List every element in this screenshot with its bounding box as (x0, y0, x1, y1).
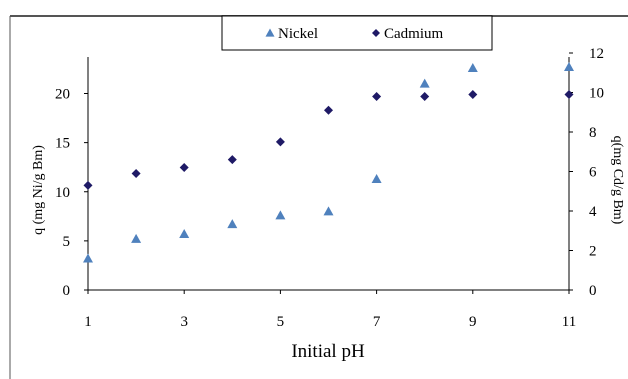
x-tick-label: 7 (373, 314, 381, 330)
cadmium-point (131, 168, 141, 178)
plot-area: 1 3 5 7 9 11 0 5 10 15 20 0 2 4 6 8 10 12 (55, 46, 604, 330)
data-marks (83, 61, 574, 263)
cadmium-point (83, 180, 93, 190)
x-tick-label: 5 (277, 314, 285, 330)
y2-tick-label: 4 (589, 204, 597, 220)
nickel-point (467, 62, 478, 72)
nickel-point (323, 206, 334, 216)
cadmium-point (564, 89, 574, 99)
series-nickel (83, 61, 574, 263)
legend: Nickel Cadmium (221, 15, 493, 51)
y-tick-label: 10 (55, 185, 70, 201)
nickel-point (564, 61, 574, 71)
cadmium-point (420, 91, 430, 101)
y-tick-label: 20 (55, 87, 70, 103)
x-axis-label: Initial pH (291, 341, 365, 362)
y-tick-label: 15 (55, 136, 70, 152)
y-axis-label: q (mg Ni/g Bm) (31, 145, 46, 235)
cadmium-point (275, 137, 285, 147)
nickel-point (83, 253, 93, 263)
y2-axis-label: q(mg Cd/g Bm) (610, 136, 625, 225)
cadmium-point (179, 163, 189, 173)
nickel-point (227, 219, 238, 229)
y2-tick-label: 2 (589, 244, 597, 260)
cadmium-point (372, 91, 382, 101)
series-cadmium (83, 89, 574, 190)
y-tick-label: 5 (63, 234, 71, 250)
x-tick-label: 3 (180, 314, 188, 330)
nickel-point (371, 173, 382, 183)
cadmium-point (468, 89, 478, 99)
x-tick-label: 11 (562, 314, 576, 330)
y2-tick-label: 10 (589, 86, 604, 102)
nickel-point (131, 233, 142, 243)
y-tick-label: 0 (63, 283, 71, 299)
legend-label-nickel: Nickel (278, 26, 318, 42)
legend-items: Nickel Cadmium (265, 26, 443, 42)
legend-label-cadmium: Cadmium (384, 26, 443, 42)
y2-tick-label: 6 (589, 165, 597, 181)
cadmium-point (324, 105, 333, 115)
nickel-point (179, 228, 190, 238)
legend-box (221, 15, 493, 51)
legend-marker-nickel (265, 28, 275, 37)
nickel-point (275, 210, 286, 220)
axis-ticks: 1 3 5 7 9 11 0 5 10 15 20 0 2 4 6 8 10 12 (55, 46, 604, 330)
y2-tick-label: 8 (589, 125, 597, 141)
x-tick-label: 1 (84, 314, 92, 330)
x-tick-label: 9 (469, 314, 477, 330)
y2-tick-label: 0 (589, 283, 597, 299)
cadmium-point (227, 155, 237, 165)
nickel-point (419, 78, 430, 88)
legend-marker-cadmium (372, 29, 380, 37)
y2-tick-label: 12 (589, 46, 604, 62)
